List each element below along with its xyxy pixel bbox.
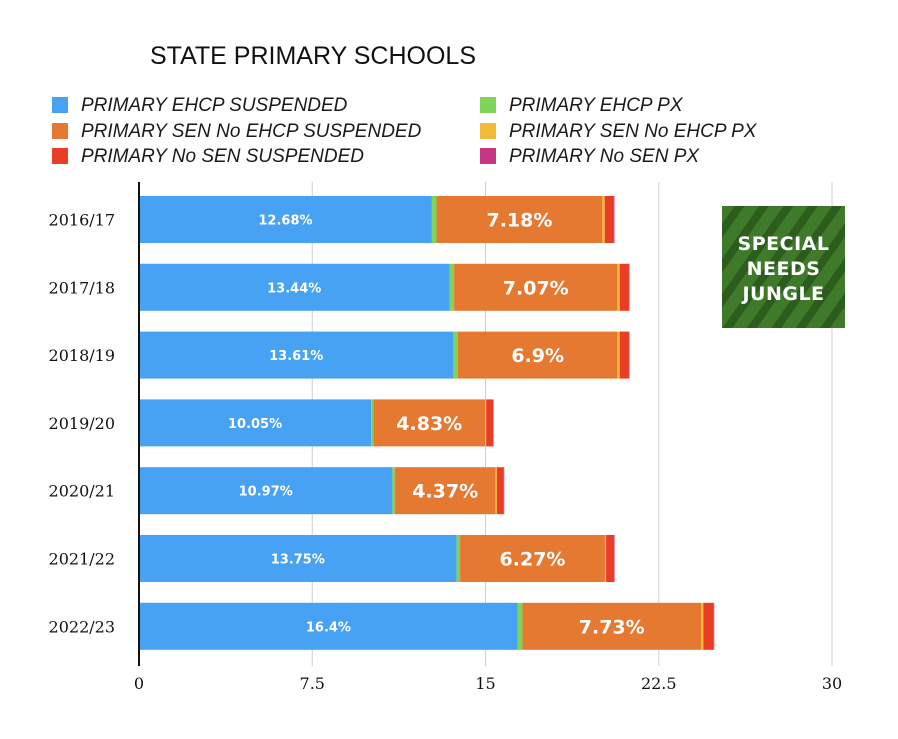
x-tick-label-4: 30 [822,674,842,693]
bar-4-series-2 [394,467,496,515]
bar-4-series-3 [495,467,497,515]
bar-2-series-5 [628,331,630,379]
bar-6-series-1 [517,602,523,650]
bar-2-series-1 [453,331,459,379]
legend-swatch-4 [52,148,68,164]
category-label-6: 2022/23 [49,617,115,636]
bar-5-series-4 [606,535,615,582]
data-label-6-series-0: 16.4% [306,620,351,635]
bar-5-series-1 [456,535,461,582]
logo-line-1: SPECIAL [738,233,830,255]
legend-label-2: PRIMARY SEN No EHCP SUSPENDED [81,121,422,142]
special-needs-jungle-logo: SPECIAL NEEDS JUNGLE [722,206,845,328]
legend-label-4: PRIMARY No SEN SUSPENDED [81,146,364,167]
data-label-2-series-2: 6.9% [511,345,564,367]
data-label-5-series-0: 13.75% [271,553,325,568]
bar-5-series-3 [604,535,607,582]
bar-4-series-4 [496,467,504,515]
data-label-1-series-2: 7.07% [503,277,569,299]
bar-5-series-5 [614,535,615,582]
bar-4-series-5 [503,467,505,515]
bar-6-series-3 [701,602,704,650]
bar-3-series-4 [486,399,494,447]
legend: PRIMARY EHCP SUSPENDED PRIMARY SEN No EHC… [52,95,758,167]
bar-2-series-4 [619,331,629,379]
bar-6-series-0 [139,602,518,650]
bar-3-series-1 [371,399,374,447]
category-label-0: 2016/17 [49,211,115,230]
logo-background [722,206,845,328]
data-label-2-series-0: 13.61% [269,349,323,364]
x-tick-label-2: 15 [475,674,495,693]
data-label-0-series-0: 12.68% [258,214,312,229]
bar-1-series-5 [628,263,630,311]
bar-6-series-5 [713,602,715,650]
bar-4-series-1 [392,467,395,515]
legend-swatch-0 [52,97,68,113]
bar-6-series-4 [703,602,714,650]
logo-line-2: NEEDS [747,258,821,280]
legend-swatch-5 [480,148,496,164]
legend-swatch-1 [480,97,496,113]
x-tick-label-1: 7.5 [300,674,325,693]
bar-3-series-0 [139,399,372,447]
bar-2-series-2 [458,331,618,379]
bars: 12.68% 7.18% 2016/17 13.44% 7.07% 2017/18 13.6… [49,196,715,650]
data-label-3-series-0: 10.05% [228,417,282,432]
data-label-1-series-0: 13.44% [267,281,321,296]
bar-3-series-5 [493,399,494,447]
category-label-1: 2017/18 [49,278,115,297]
bar-5-series-0 [139,535,457,582]
bar-6-series-2 [522,602,702,650]
data-label-5-series-2: 6.27% [500,549,566,571]
bar-0-series-5 [613,196,615,243]
data-label-4-series-2: 4.37% [412,481,478,503]
legend-label-3: PRIMARY SEN No EHCP PX [509,121,758,142]
chart-title: STATE PRIMARY SCHOOLS [150,42,476,70]
bar-2-series-3 [617,331,620,379]
legend-label-5: PRIMARY No SEN PX [509,146,700,167]
legend-label-0: PRIMARY EHCP SUSPENDED [81,95,348,116]
bar-1-series-1 [449,263,455,311]
bar-3-series-3 [485,399,487,447]
axes: 0 7.5 15 22.5 30 [134,182,842,693]
category-label-4: 2020/21 [49,482,115,501]
bar-1-series-4 [619,263,629,311]
bar-1-series-3 [617,263,620,311]
bar-0-series-3 [602,196,605,243]
bar-0-series-2 [436,196,603,243]
bar-4-series-0 [139,467,393,515]
bar-5-series-2 [460,535,605,582]
bar-1-series-0 [139,263,450,311]
legend-swatch-2 [52,123,68,139]
category-label-2: 2018/19 [49,346,115,365]
legend-swatch-3 [480,123,496,139]
bar-2-series-0 [139,331,454,379]
legend-label-1: PRIMARY EHCP PX [509,95,684,116]
x-tick-label-0: 0 [134,674,144,693]
data-label-6-series-2: 7.73% [579,616,645,638]
bar-0-series-1 [431,196,437,243]
bar-0-series-4 [604,196,614,243]
category-label-5: 2021/22 [49,550,115,569]
data-label-3-series-2: 4.83% [396,413,462,435]
bar-3-series-2 [373,399,486,447]
data-label-0-series-2: 7.18% [486,210,552,232]
data-label-4-series-0: 10.97% [239,485,293,500]
logo-line-3: JUNGLE [740,283,824,305]
x-tick-label-3: 22.5 [641,674,677,693]
category-label-3: 2019/20 [49,414,115,433]
bar-0-series-0 [139,196,432,243]
bar-1-series-2 [454,263,618,311]
